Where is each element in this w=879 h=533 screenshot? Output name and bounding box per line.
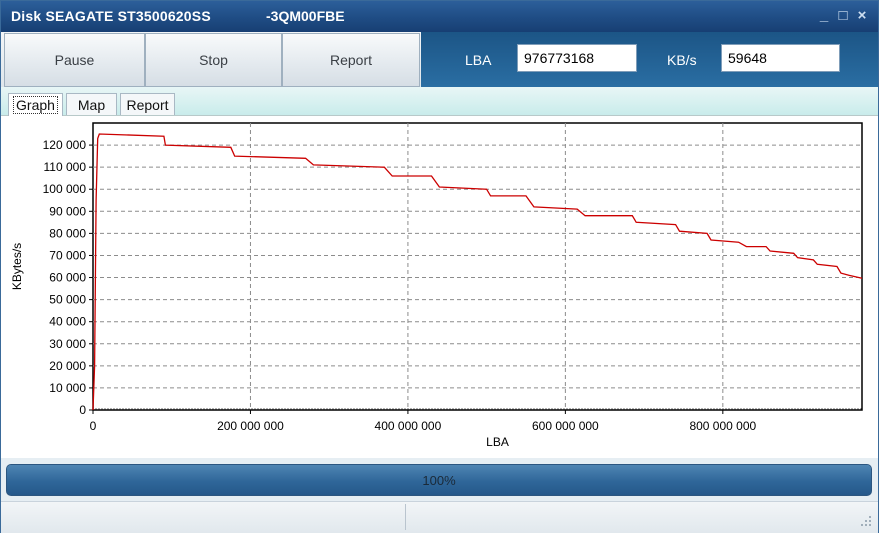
tab-graph-label: Graph [13, 96, 58, 114]
y-tick-label: 110 000 [44, 160, 87, 174]
stop-button[interactable]: Stop [145, 33, 282, 87]
y-tick-label: 120 000 [43, 138, 87, 152]
plot-frame [92, 122, 863, 411]
y-tick-label: 50 000 [49, 293, 86, 307]
tab-map[interactable]: Map [66, 93, 117, 115]
speed-label: KB/s [667, 52, 697, 68]
info-panel: LBA KB/s [421, 32, 878, 87]
status-bar [1, 501, 878, 533]
lba-label: LBA [465, 52, 492, 68]
disk-serial: -3QM00FBE [266, 8, 345, 24]
y-tick-label: 0 [79, 403, 86, 417]
report-button[interactable]: Report [282, 33, 420, 87]
y-tick-label: 60 000 [49, 271, 86, 285]
y-tick-label: 30 000 [49, 337, 86, 351]
x-tick-label: 200 000 000 [217, 419, 284, 433]
speed-field[interactable] [721, 44, 840, 72]
close-icon[interactable]: × [857, 7, 867, 24]
speed-chart-area: 0 10 000 20 000 30 000 40 000 50 000 60 000 70 … [1, 116, 878, 458]
resize-grip-icon[interactable] [860, 515, 872, 527]
window-title: Disk SEAGATE ST3500620SS [11, 8, 211, 24]
progress-text: 100% [422, 472, 456, 488]
tab-strip: Graph Map Report [1, 87, 878, 116]
tab-report[interactable]: Report [120, 93, 175, 115]
x-axis-label: LBA [486, 435, 509, 449]
speed-chart: 0 10 000 20 000 30 000 40 000 50 000 60 000 70 … [10, 122, 863, 449]
y-tick-label: 20 000 [49, 359, 86, 373]
speed-series-line [92, 133, 863, 411]
y-tick-label: 70 000 [49, 248, 86, 262]
y-tick-label: 40 000 [49, 315, 86, 329]
progress-fill [7, 465, 871, 495]
pause-button[interactable]: Pause [4, 33, 145, 87]
y-axis-label: KBytes/s [10, 243, 24, 290]
y-tick-label: 10 000 [49, 381, 86, 395]
progress-section: 100% [1, 458, 878, 501]
maximize-icon[interactable]: □ [838, 7, 848, 24]
y-tick-label: 100 000 [43, 182, 87, 196]
tab-graph[interactable]: Graph [8, 93, 63, 116]
x-tick-label: 0 [90, 419, 97, 433]
status-separator [405, 504, 406, 530]
minimize-icon[interactable]: _ [819, 7, 829, 24]
x-tick-label: 600 000 000 [532, 419, 599, 433]
tab-report-label: Report [126, 96, 169, 113]
title-bar[interactable]: Disk SEAGATE ST3500620SS -3QM00FBE _ □ × [1, 1, 878, 32]
x-tick-label: 400 000 000 [375, 419, 442, 433]
x-tick-label: 800 000 000 [689, 419, 756, 433]
tab-map-label: Map [77, 96, 106, 113]
y-tick-label: 80 000 [49, 226, 86, 240]
progress-bar: 100% [6, 464, 872, 496]
y-tick-label: 90 000 [49, 204, 86, 218]
lba-field[interactable] [517, 44, 637, 72]
